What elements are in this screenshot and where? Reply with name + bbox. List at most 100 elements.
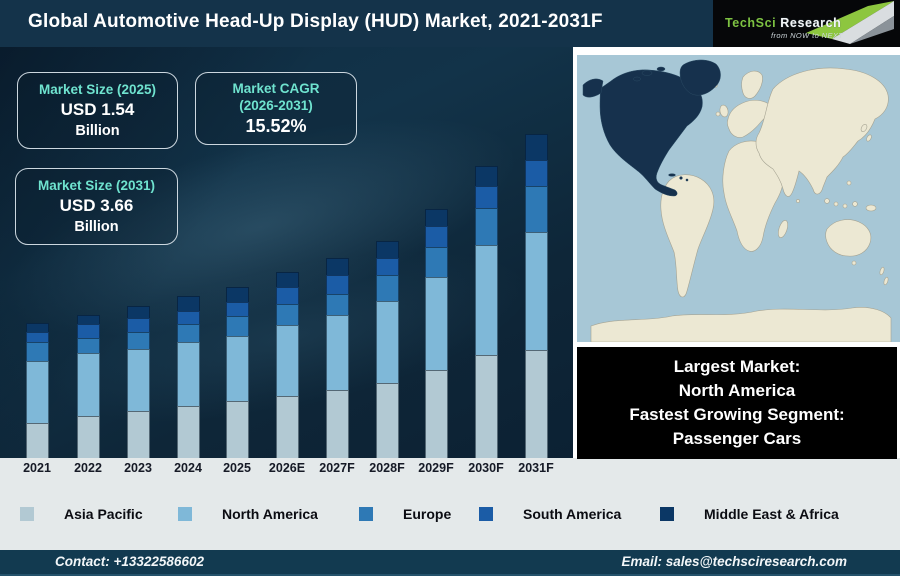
x-axis-label: 2029F xyxy=(418,461,454,475)
map-indonesia xyxy=(852,201,858,207)
map-europe xyxy=(727,99,774,138)
bar-segment-north-america xyxy=(325,315,349,390)
bar-segment-middle-east-africa xyxy=(76,315,100,325)
bar-2030F xyxy=(474,165,498,458)
bar-segment-south-america xyxy=(76,324,100,338)
callout-line: Fastest Growing Segment: xyxy=(629,405,845,424)
map-asia xyxy=(755,67,889,197)
bar-2025 xyxy=(225,287,249,458)
logo-tagline: from NOW to NEXT xyxy=(771,31,844,40)
bar-segment-europe xyxy=(474,208,498,246)
map-indonesia xyxy=(833,201,839,207)
bar-segment-north-america xyxy=(275,325,299,396)
bar-segment-asia-pacific xyxy=(126,411,150,458)
bar-segment-south-america xyxy=(474,185,498,209)
legend-item-south-america: South America xyxy=(479,506,621,522)
map-new-guinea xyxy=(865,204,877,212)
bar-segment-south-america xyxy=(325,275,349,295)
stat-label: Market Size (2031) xyxy=(37,178,156,193)
stat-box-market-size-2031: Market Size (2031) USD 3.66 Billion xyxy=(15,168,178,245)
x-axis-label: 2027F xyxy=(319,461,355,475)
map-tasmania xyxy=(851,260,857,266)
legend-swatch xyxy=(479,507,493,521)
legend-swatch xyxy=(660,507,674,521)
stat-value: 15.52% xyxy=(245,115,307,136)
bar-segment-europe xyxy=(325,294,349,316)
logo-brand-secondary: Research xyxy=(780,16,842,30)
bar-2024 xyxy=(176,296,200,458)
map-arctic-islands xyxy=(633,76,641,82)
bar-segment-middle-east-africa xyxy=(474,165,498,186)
bar-segment-south-america xyxy=(176,310,200,325)
map-ireland xyxy=(715,111,721,117)
map-new-zealand xyxy=(879,266,885,276)
bar-2022 xyxy=(76,315,100,458)
bar-segment-middle-east-africa xyxy=(275,271,299,288)
bar-segment-middle-east-africa xyxy=(126,306,150,318)
bar-segment-europe xyxy=(25,342,49,361)
legend-item-asia-pacific: Asia Pacific xyxy=(20,506,143,522)
bar-2028F xyxy=(375,240,399,458)
legend-item-north-america: North America xyxy=(178,506,318,522)
bar-segment-asia-pacific xyxy=(25,423,49,458)
map-arctic-islands xyxy=(656,66,666,72)
x-axis-label: 2025 xyxy=(223,461,251,475)
callout-box: Largest Market: North America Fastest Gr… xyxy=(577,347,897,459)
techsci-logo: TechSci Research from NOW to NEXT xyxy=(713,0,900,47)
bar-segment-asia-pacific xyxy=(474,355,498,458)
bar-segment-europe xyxy=(126,332,150,349)
stat-unit: Billion xyxy=(75,123,120,139)
bar-segment-north-america xyxy=(225,336,249,402)
x-axis-label: 2022 xyxy=(74,461,102,475)
map-new-zealand xyxy=(883,276,889,286)
bar-segment-europe xyxy=(524,185,548,232)
bar-segment-asia-pacific xyxy=(225,401,249,458)
bar-segment-middle-east-africa xyxy=(225,287,249,302)
stat-label: Market CAGR xyxy=(232,80,320,96)
bar-2027F xyxy=(325,258,349,458)
bar-segment-middle-east-africa xyxy=(176,296,200,311)
bar-segment-south-america xyxy=(25,332,49,343)
bar-segment-middle-east-africa xyxy=(424,209,448,227)
map-madagascar xyxy=(777,220,789,238)
callout-line: Passenger Cars xyxy=(672,429,802,448)
bar-segment-south-america xyxy=(275,287,299,305)
map-scandinavia xyxy=(741,70,763,99)
contact-email: Email: sales@techsciresearch.com xyxy=(621,554,847,569)
map-caribbean xyxy=(679,176,683,180)
bar-segment-europe xyxy=(76,337,100,354)
bar-segment-asia-pacific xyxy=(275,395,299,458)
bar-segment-north-america xyxy=(524,231,548,350)
contact-phone: Contact: +13322586602 xyxy=(55,554,204,569)
bar-segment-middle-east-africa xyxy=(375,240,399,259)
bar-segment-north-america xyxy=(474,245,498,356)
logo-arrow-icon xyxy=(806,1,894,44)
bar-segment-asia-pacific xyxy=(424,369,448,458)
world-map xyxy=(577,55,900,343)
bar-segment-south-america xyxy=(524,160,548,186)
logo-brand-primary: TechSci xyxy=(725,16,777,30)
bottom-strip: 2021 2022 2023 2024 2025 2026E 2027F 2028F 2029F… xyxy=(0,458,900,550)
map-arctic-islands xyxy=(641,70,653,76)
x-axis-label: 2026E xyxy=(268,461,306,475)
bar-segment-middle-east-africa xyxy=(524,133,548,161)
legend-item-europe: Europe xyxy=(359,506,451,522)
bar-segment-south-america xyxy=(424,226,448,248)
page-title: Global Automotive Head-Up Display (HUD) … xyxy=(28,11,603,32)
map-cuba xyxy=(668,173,676,177)
map-indonesia xyxy=(842,203,848,209)
bar-2021 xyxy=(25,323,49,458)
bar-segment-north-america xyxy=(25,361,49,424)
bar-segment-south-america xyxy=(126,317,150,333)
header-bar: Global Automotive Head-Up Display (HUD) … xyxy=(0,0,900,47)
legend-label: Middle East & Africa xyxy=(704,506,839,522)
x-axis-label: 2023 xyxy=(124,461,152,475)
bar-segment-north-america xyxy=(176,342,200,406)
stat-box-market-size-2025: Market Size (2025) USD 1.54 Billion xyxy=(17,72,178,149)
bar-2026E xyxy=(275,271,299,458)
stat-box-market-cagr: Market CAGR (2026-2031) 15.52% xyxy=(195,72,357,145)
bar-segment-asia-pacific xyxy=(176,405,200,458)
bar-segment-europe xyxy=(225,316,249,337)
map-indonesia xyxy=(824,198,830,204)
map-uk xyxy=(719,104,729,118)
